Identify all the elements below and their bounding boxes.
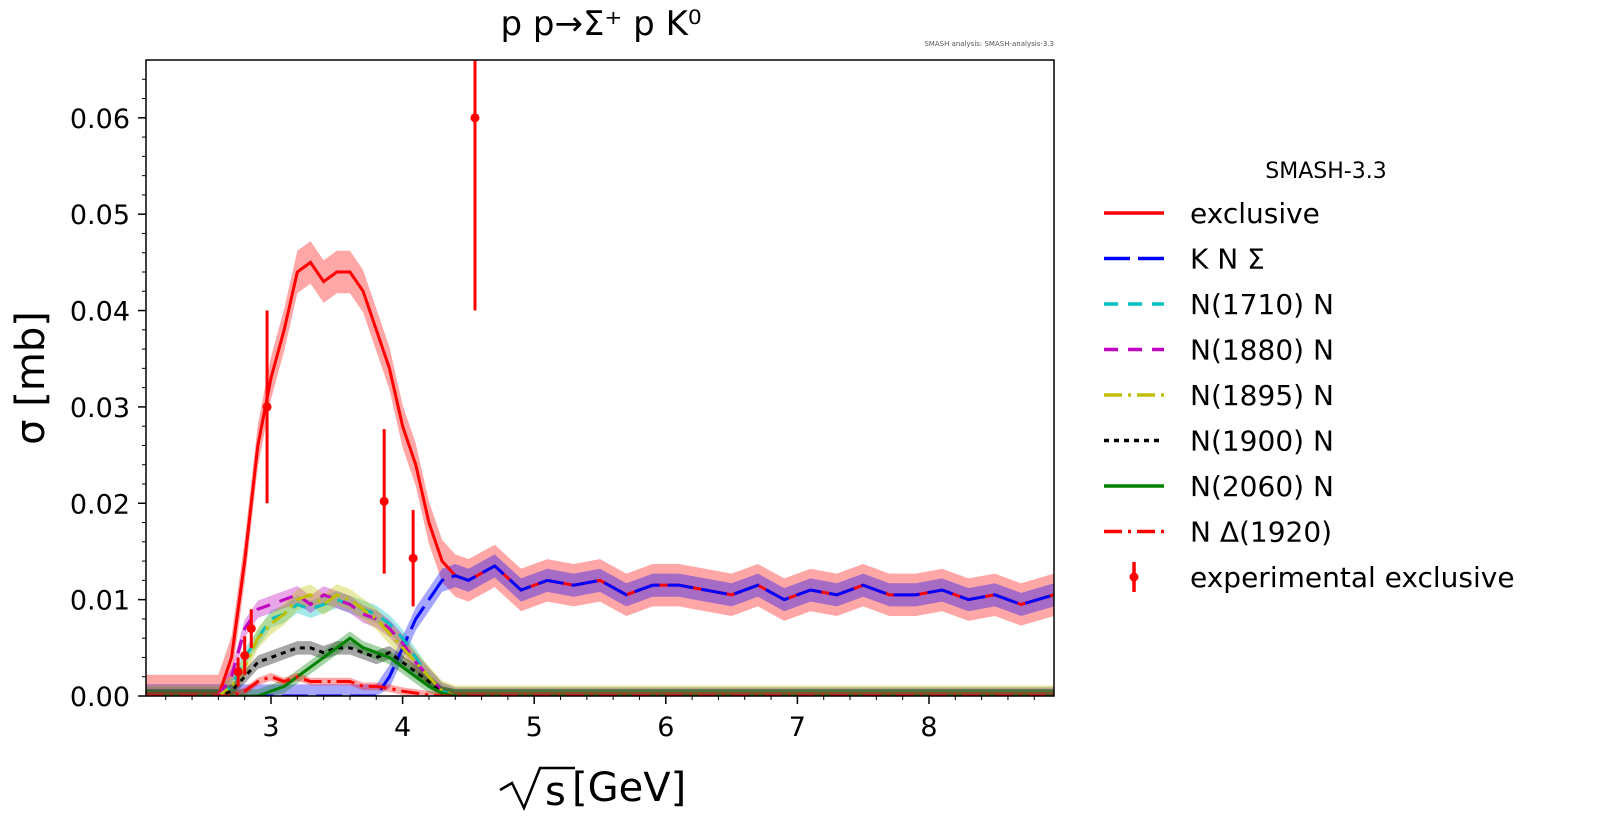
chart-title: p p→Σ⁺ p K⁰: [500, 4, 701, 44]
x-axis-label: [GeV]: [572, 765, 686, 811]
legend-title: SMASH-3.3: [1265, 159, 1386, 184]
series-line-5: [146, 646, 1054, 696]
exp-point-6: [470, 113, 480, 123]
series-line-4: [146, 593, 1054, 696]
series-line-1: [146, 564, 1054, 696]
x-tick-label-1: 4: [394, 712, 411, 743]
legend-label-4: N(1895) N: [1190, 379, 1334, 412]
series-band-5: [146, 641, 1054, 696]
exp-point-3: [262, 402, 272, 412]
y-tick-label-6: 0.06: [70, 104, 130, 135]
exp-point-1: [240, 651, 250, 661]
legend-label-7: N Δ(1920): [1190, 516, 1332, 549]
legend-label-6: N(2060) N: [1190, 470, 1334, 503]
legend-label-experimental: experimental exclusive: [1190, 561, 1515, 594]
series-line-3: [146, 593, 1054, 696]
y-tick-label-4: 0.04: [70, 297, 130, 328]
legend-label-2: N(1710) N: [1190, 288, 1334, 321]
x-axis-label-group: s [GeV]: [499, 765, 686, 815]
series-band-0: [146, 241, 1054, 696]
watermark: SMASH analysis: SMASH-analysis-3.3: [924, 40, 1054, 48]
series-band-7: [146, 672, 1054, 696]
x-axis-symbol: s: [545, 769, 566, 815]
plot-area: 3 4 5 6 7 8 0.00 0.01 0.02 0.03 0.04 0.05 0.06: [70, 59, 1055, 743]
exp-point-2: [246, 624, 256, 634]
series-band-1: [146, 554, 1054, 696]
legend-label-3: N(1880) N: [1190, 334, 1334, 367]
series-band-3: [146, 586, 1054, 696]
y-tick-label-3: 0.03: [70, 393, 130, 424]
legend-label-1: K N Σ: [1190, 243, 1265, 276]
x-tick-label-2: 5: [526, 712, 543, 743]
series-line-6: [146, 636, 1054, 696]
y-tick-label-2: 0.02: [70, 489, 130, 520]
series-line-2: [146, 598, 1054, 696]
legend-label-0: exclusive: [1190, 197, 1320, 230]
series-line-7: [146, 675, 1054, 696]
exp-point-0: [233, 667, 243, 677]
y-tick-label-5: 0.05: [70, 200, 130, 231]
plot-frame: [145, 59, 1055, 697]
exp-point-5: [408, 553, 418, 563]
x-tick-label-5: 8: [920, 712, 937, 743]
x-tick-label-4: 7: [789, 712, 806, 743]
legend-exp-marker: [1129, 572, 1139, 582]
legend-label-5: N(1900) N: [1190, 425, 1334, 458]
exp-point-4: [379, 496, 389, 506]
x-tick-label-0: 3: [262, 712, 279, 743]
y-tick-label-0: 0.00: [70, 682, 130, 713]
x-tick-label-3: 6: [657, 712, 674, 743]
y-axis-label: σ [mb]: [8, 311, 54, 445]
legend: SMASH-3.3 exclusive K N Σ N(1710) N N(1880)…: [1104, 159, 1515, 594]
y-tick-label-1: 0.01: [70, 586, 130, 617]
series-band-6: [146, 631, 1054, 696]
sqrt-symbol: [499, 766, 575, 812]
